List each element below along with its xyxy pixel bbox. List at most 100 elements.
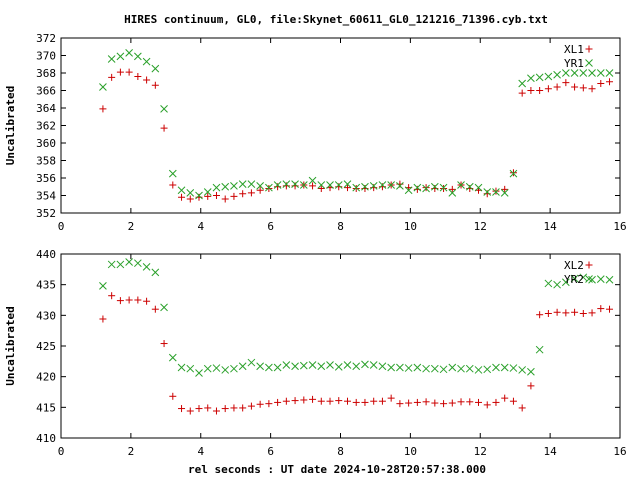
data-point bbox=[125, 49, 133, 57]
data-point bbox=[535, 345, 544, 354]
data-point-d2 bbox=[588, 69, 596, 77]
data-point-d2 bbox=[308, 176, 317, 185]
data-point bbox=[422, 184, 430, 192]
data-point-d2 bbox=[265, 183, 273, 192]
data-point bbox=[317, 185, 325, 192]
data-point bbox=[221, 182, 230, 191]
data-point bbox=[588, 275, 596, 284]
legend-marker bbox=[585, 261, 593, 269]
data-point bbox=[448, 189, 457, 197]
data-point-d2 bbox=[422, 184, 430, 193]
data-point bbox=[431, 399, 439, 407]
data-point bbox=[335, 397, 343, 405]
x-tick-label: 10 bbox=[404, 445, 417, 458]
data-point-d2 bbox=[509, 169, 518, 178]
data-point bbox=[116, 297, 124, 305]
data-point-d2 bbox=[142, 263, 151, 271]
data-point bbox=[160, 105, 168, 113]
data-point bbox=[396, 400, 404, 408]
x-tick-label: 16 bbox=[613, 445, 626, 458]
data-point-d2 bbox=[107, 55, 116, 63]
y-tick-label: 354 bbox=[36, 190, 56, 203]
data-point-d2 bbox=[378, 181, 387, 189]
data-point bbox=[178, 193, 186, 201]
data-point bbox=[378, 362, 387, 371]
data-point bbox=[143, 297, 151, 305]
data-point-d2 bbox=[308, 361, 317, 369]
data-point bbox=[509, 169, 518, 178]
data-point bbox=[160, 340, 168, 348]
data-point bbox=[544, 279, 553, 288]
data-point bbox=[561, 278, 570, 287]
data-point bbox=[116, 68, 124, 76]
data-point bbox=[142, 57, 151, 66]
data-point bbox=[230, 364, 238, 373]
data-point bbox=[116, 260, 125, 269]
x-tick-label: 16 bbox=[613, 220, 626, 233]
data-point bbox=[544, 309, 552, 317]
data-point bbox=[500, 363, 509, 372]
data-point bbox=[352, 185, 360, 192]
data-point bbox=[527, 74, 535, 83]
data-point bbox=[108, 73, 116, 81]
y-axis-label: Uncalibrated bbox=[4, 306, 17, 385]
data-point-d2 bbox=[256, 362, 264, 371]
data-point-d2 bbox=[273, 181, 282, 189]
y-tick-label: 372 bbox=[36, 32, 56, 45]
data-point bbox=[405, 399, 413, 407]
data-point bbox=[195, 191, 203, 200]
data-point bbox=[247, 189, 255, 197]
data-point-d2 bbox=[596, 69, 605, 77]
data-point bbox=[230, 192, 238, 200]
data-point-d2 bbox=[177, 186, 186, 195]
data-point-d2 bbox=[299, 181, 308, 189]
data-point-d2 bbox=[151, 64, 160, 73]
data-point bbox=[553, 83, 561, 91]
data-point bbox=[588, 309, 596, 317]
data-point bbox=[125, 258, 133, 266]
data-point bbox=[247, 402, 255, 410]
data-point bbox=[256, 186, 264, 194]
data-point bbox=[238, 362, 247, 371]
data-point bbox=[518, 404, 526, 412]
y-tick-label: 370 bbox=[36, 50, 56, 63]
legend-label: YR2 bbox=[564, 273, 584, 286]
data-point bbox=[186, 189, 195, 197]
data-point-d2 bbox=[230, 182, 238, 190]
data-point-d2 bbox=[238, 180, 247, 188]
data-point-d2 bbox=[212, 183, 221, 192]
data-point bbox=[317, 397, 325, 405]
data-point-d2 bbox=[413, 183, 422, 192]
panels: 0 2 4 6 8 10 12 14 16 352 354 356 358 360 362 364 366 368… bbox=[4, 32, 627, 458]
data-point bbox=[579, 309, 587, 317]
data-point-d2 bbox=[125, 258, 133, 266]
data-point bbox=[448, 185, 456, 193]
data-point-d2 bbox=[500, 189, 509, 197]
data-point-d2 bbox=[430, 182, 439, 191]
data-point-d2 bbox=[230, 364, 238, 373]
data-point bbox=[326, 397, 334, 405]
data-point bbox=[177, 363, 186, 372]
data-point bbox=[134, 73, 142, 80]
legend-marker bbox=[585, 45, 593, 53]
x-tick-label: 6 bbox=[267, 445, 274, 458]
data-point bbox=[396, 182, 404, 190]
data-point-d2 bbox=[404, 186, 413, 195]
data-point bbox=[465, 182, 474, 191]
data-point bbox=[212, 192, 220, 199]
data-point-d2 bbox=[492, 363, 500, 372]
panel-1: 0 2 4 6 8 10 12 14 16 352 354 356 358 360 362 364 366 368… bbox=[4, 32, 627, 233]
data-point bbox=[108, 292, 116, 300]
data-point bbox=[430, 364, 439, 373]
data-point-d2 bbox=[457, 364, 465, 373]
data-point-d2 bbox=[605, 69, 614, 77]
data-point-d2 bbox=[317, 362, 326, 371]
data-point bbox=[116, 52, 125, 61]
data-point bbox=[265, 363, 273, 372]
data-point bbox=[151, 305, 159, 313]
data-point bbox=[300, 396, 308, 404]
y-tick-label: 430 bbox=[36, 309, 56, 322]
data-point-d2 bbox=[483, 365, 492, 374]
data-point bbox=[151, 64, 160, 73]
data-point bbox=[343, 361, 352, 369]
